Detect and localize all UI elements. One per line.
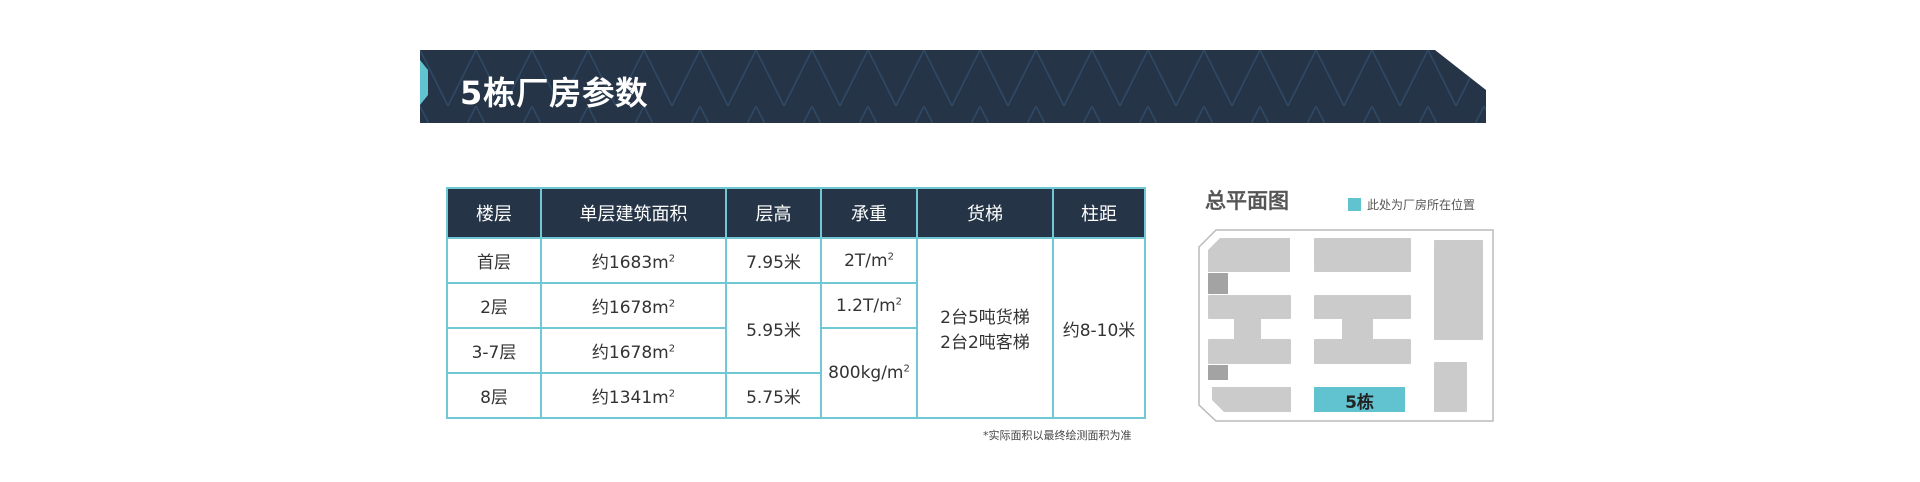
building-block [1314,339,1411,364]
height-cell: 5.75米 [725,372,822,419]
header-elevator: 货梯 [916,187,1054,239]
building-block-dark [1208,365,1228,380]
page-title: 5栋厂房参数 [460,74,649,112]
legend-label: 此处为厂房所在位置 [1367,198,1476,212]
building-block [1342,318,1373,340]
building-block-dark [1208,273,1228,294]
load-cell: 1.2T/m2 [820,282,918,329]
building-block [1208,339,1291,364]
header-column-spacing: 柱距 [1052,187,1146,239]
elevator-cell: 2台5吨货梯 2台2吨客梯 [916,237,1054,419]
map-legend: 此处为厂房所在位置 [1348,196,1475,213]
table-row: 8层 约1341m2 5.75米 [446,372,1145,419]
floor-cell: 2层 [446,282,542,329]
header-load: 承重 [820,187,918,239]
parameters-table: 楼层 单层建筑面积 层高 承重 货梯 柱距 首层 约1683m2 7.95米 2… [446,187,1146,419]
table-row: 3-7层 约1678m2 800kg/m2 [446,327,1145,419]
title-banner: 5栋厂房参数 [420,50,1486,123]
building-block [1212,387,1291,412]
building-block [1314,295,1411,319]
area-cell: 约1683m2 [540,237,727,284]
header-area: 单层建筑面积 [540,187,727,239]
load-cell: 2T/m2 [820,237,918,284]
table-header-row: 楼层 单层建筑面积 层高 承重 货梯 柱距 [446,187,1146,239]
header-floor: 楼层 [446,187,542,239]
building-block [1208,238,1290,272]
banner-background [420,50,1486,123]
building-block [1314,238,1411,272]
load-cell: 800kg/m2 [820,327,918,419]
building-block [1434,362,1467,412]
column-spacing-cell: 约8-10米 [1052,237,1146,419]
area-cell: 约1678m2 [540,327,727,374]
height-cell: 5.95米 [725,282,822,374]
building-block [1434,240,1483,340]
height-cell: 7.95米 [725,237,822,284]
area-cell: 约1678m2 [540,282,727,329]
building-5-highlight [1314,387,1405,412]
building-block [1234,318,1261,340]
floor-cell: 3-7层 [446,327,542,374]
table-row: 首层 约1683m2 7.95米 2T/m2 2台5吨货梯 2台2吨客梯 约8-1… [446,237,1146,419]
building-block [1208,295,1291,319]
site-plan-title: 总平面图 [1205,189,1289,213]
legend-swatch [1348,198,1361,211]
area-cell: 约1341m2 [540,372,727,419]
floor-cell: 首层 [446,237,542,284]
header-height: 层高 [725,187,822,239]
area-note: *实际面积以最终绘测面积为准 [983,429,1132,442]
table-row: 2层 约1678m2 5.95米 1.2T/m2 [446,282,1145,374]
building-5-label: 5栋 [1345,393,1374,413]
floor-cell: 8层 [446,372,542,419]
